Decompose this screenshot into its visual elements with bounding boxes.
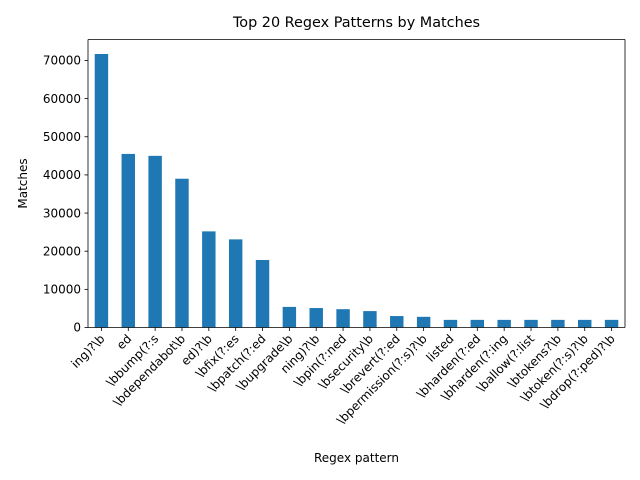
bar (228, 239, 243, 328)
bar (363, 311, 377, 328)
bar (390, 316, 404, 328)
y-tick-label: 40000 (43, 168, 81, 182)
bar (255, 259, 270, 328)
bar (497, 319, 511, 328)
bar (524, 319, 538, 328)
y-axis-label: Matches (16, 158, 30, 208)
bar (416, 316, 431, 328)
bar (282, 306, 297, 328)
y-axis-ticks: 0 10000 20000 30000 40000 50000 60000 70000 (43, 54, 88, 335)
bar (470, 319, 485, 328)
bar (309, 308, 323, 328)
bar (175, 178, 189, 328)
y-tick-label: 10000 (43, 283, 81, 297)
y-tick-label: 70000 (43, 54, 81, 68)
x-axis-label: Regex pattern (314, 451, 399, 465)
y-tick-label: 0 (73, 321, 81, 335)
bar (202, 231, 216, 328)
y-tick-label: 50000 (43, 130, 81, 144)
bar (94, 53, 109, 328)
bar (148, 155, 162, 328)
bar (121, 153, 135, 328)
bar (578, 319, 592, 328)
y-tick-label: 30000 (43, 206, 81, 220)
bar (551, 319, 565, 328)
bars-group (94, 53, 619, 328)
y-tick-label: 60000 (43, 92, 81, 106)
bar (443, 319, 458, 328)
bar (336, 309, 350, 328)
chart-title: Top 20 Regex Patterns by Matches (232, 15, 480, 31)
bar (604, 319, 619, 328)
y-tick-label: 20000 (43, 244, 81, 258)
